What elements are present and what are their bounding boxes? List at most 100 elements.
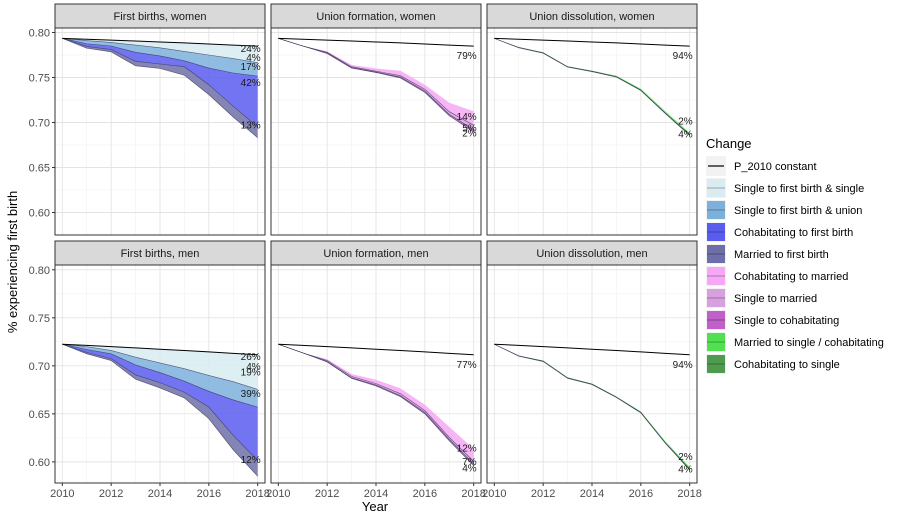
percent-label: 94% <box>673 360 693 371</box>
legend-item: Married to single / cohabitating <box>706 332 884 352</box>
constant-line <box>278 37 474 47</box>
constant-line <box>494 343 690 356</box>
percent-label: 39% <box>241 389 261 400</box>
y-tick-label: 0.65 <box>29 409 50 421</box>
legend-label: Married to first birth <box>734 249 829 261</box>
legend-title: Change <box>706 136 752 151</box>
facet-panel: Union dissolution, women 94% 2%4% <box>486 3 698 236</box>
legend-label: Married to single / cohabitating <box>734 337 884 349</box>
percent-label: 4% <box>678 129 693 140</box>
percent-label: 4% <box>462 464 477 475</box>
constant-line <box>494 37 690 47</box>
x-tick-label: 2010 <box>50 488 74 500</box>
panel-border <box>54 27 266 236</box>
band-area <box>62 344 258 408</box>
facet-panel: Union formation, men 77% 12% 7%4% 2010 2012 20… <box>266 240 486 500</box>
x-tick-label: 2014 <box>364 488 388 500</box>
facet-strip <box>270 3 482 29</box>
facet-title: Union formation, men <box>323 248 428 260</box>
percent-label: 2% <box>678 452 693 463</box>
legend-label: P_2010 constant <box>734 161 817 173</box>
percent-label: 77% <box>457 360 477 371</box>
percent-label: 14% <box>457 112 477 123</box>
legend-label: Cohabitating to single <box>734 359 840 371</box>
band-boundary-line <box>278 343 474 462</box>
band-boundary-line <box>278 343 474 466</box>
facet-panels: First births, women24%4%17%42%13%0.600.6… <box>29 3 702 500</box>
legend-item: P_2010 constant <box>706 156 817 176</box>
band-boundary-line <box>278 38 474 133</box>
percent-label: 42% <box>241 78 261 89</box>
legend-item: Cohabitating to married <box>706 266 848 286</box>
legend-label: Single to first birth & union <box>734 205 862 217</box>
percent-label: 4% <box>678 465 693 476</box>
band-area <box>62 344 258 461</box>
y-tick-label: 0.75 <box>29 73 50 85</box>
percent-label: 12% <box>457 443 477 454</box>
y-tick-label: 0.75 <box>29 313 50 325</box>
panel-border <box>270 27 482 236</box>
percent-label: 4% <box>246 53 261 64</box>
facet-strip <box>54 3 266 29</box>
x-tick-label: 2012 <box>531 488 555 500</box>
facet-title: First births, women <box>114 11 207 23</box>
legend-item: Single to first birth & union <box>706 200 862 220</box>
percent-label: 79% <box>457 51 477 62</box>
facet-title: Union formation, women <box>316 11 435 23</box>
percent-label: 12% <box>241 455 261 466</box>
facet-panel: Union formation, women 79% 14%5%2% <box>270 3 482 236</box>
percent-label: 13% <box>241 121 261 132</box>
band-boundary-line <box>62 38 258 139</box>
band-area <box>62 38 258 77</box>
band-boundary-line <box>62 343 258 477</box>
y-axis-title: % experiencing first birth <box>5 191 20 333</box>
band-boundary-line <box>62 38 258 77</box>
band-boundary-line <box>494 38 690 136</box>
percent-label: 7% <box>462 457 477 468</box>
facet-strip <box>486 3 698 29</box>
y-tick-label: 0.80 <box>29 265 50 277</box>
facet-panel: Union dissolution, men 94% 2% 4% 2010 2012 201… <box>482 240 702 500</box>
x-tick-label: 2012 <box>315 488 339 500</box>
band-boundary-line <box>62 38 258 63</box>
percent-label: 4% <box>246 362 261 373</box>
facet-title: Union dissolution, men <box>536 248 647 260</box>
facet-strip <box>486 240 698 266</box>
legend-label: Single to first birth & single <box>734 183 864 195</box>
y-tick-label: 0.70 <box>29 361 50 373</box>
constant-line <box>62 343 258 356</box>
constant-line <box>62 37 258 47</box>
x-tick-label: 2012 <box>99 488 123 500</box>
percent-label: 94% <box>673 51 693 62</box>
y-tick-label: 0.65 <box>29 163 50 175</box>
legend: Change P_2010 constant Single to first bi… <box>706 136 884 374</box>
x-tick-label: 2014 <box>148 488 172 500</box>
percent-label: 5% <box>462 123 477 134</box>
y-tick-label: 0.60 <box>29 457 50 469</box>
x-tick-label: 2018 <box>677 488 701 500</box>
legend-label: Cohabitating to married <box>734 271 848 283</box>
legend-item: Single to married <box>706 288 817 308</box>
legend-item: Single to cohabitating <box>706 310 839 330</box>
panel-border <box>486 27 698 236</box>
constant-line <box>278 343 474 356</box>
percent-label: 2% <box>462 128 477 139</box>
legend-label: Single to cohabitating <box>734 315 839 327</box>
y-tick-label: 0.70 <box>29 118 50 130</box>
percent-label: 17% <box>241 62 261 73</box>
x-tick-label: 2018 <box>245 488 269 500</box>
band-boundary-line <box>62 38 258 128</box>
legend-item: Cohabitating to single <box>706 354 840 374</box>
band-boundary-line <box>62 343 258 461</box>
band-boundary-line <box>494 38 690 135</box>
facet-strip <box>54 240 266 266</box>
x-tick-label: 2018 <box>461 488 485 500</box>
band-boundary-line <box>62 343 258 408</box>
legend-label: Cohabitating to first birth <box>734 227 853 239</box>
percent-label: 2% <box>678 117 693 128</box>
percent-label: 19% <box>241 368 261 379</box>
facet-panel: First births, men 26%4%19% 39% 12% 0.60 0.65 0… <box>29 240 270 500</box>
x-tick-label: 2010 <box>482 488 506 500</box>
x-tick-label: 2016 <box>413 488 437 500</box>
